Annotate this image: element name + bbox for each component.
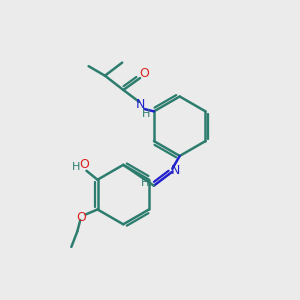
Text: H: H <box>142 109 150 119</box>
Text: H: H <box>141 178 150 188</box>
Text: O: O <box>139 67 149 80</box>
Text: N: N <box>171 164 181 177</box>
Text: O: O <box>79 158 89 171</box>
Text: H: H <box>72 162 80 172</box>
Text: O: O <box>76 211 86 224</box>
Text: N: N <box>136 98 145 111</box>
